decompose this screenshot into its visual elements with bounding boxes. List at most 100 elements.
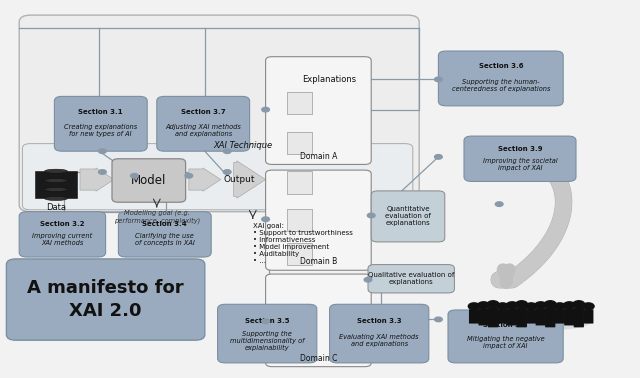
FancyBboxPatch shape <box>6 259 205 340</box>
FancyBboxPatch shape <box>448 310 563 363</box>
FancyBboxPatch shape <box>438 51 563 106</box>
Circle shape <box>582 303 594 310</box>
FancyBboxPatch shape <box>266 274 371 367</box>
Circle shape <box>99 149 106 153</box>
FancyBboxPatch shape <box>573 307 584 327</box>
FancyBboxPatch shape <box>583 309 593 324</box>
Circle shape <box>564 302 575 308</box>
FancyBboxPatch shape <box>19 212 106 257</box>
FancyBboxPatch shape <box>536 308 546 325</box>
Text: Output: Output <box>224 175 255 184</box>
Text: Qualitative evaluation of
explanations: Qualitative evaluation of explanations <box>368 272 454 285</box>
FancyBboxPatch shape <box>564 308 575 325</box>
FancyBboxPatch shape <box>157 96 250 151</box>
FancyBboxPatch shape <box>287 209 312 231</box>
Circle shape <box>497 303 508 310</box>
FancyBboxPatch shape <box>22 144 413 210</box>
FancyBboxPatch shape <box>266 57 371 164</box>
FancyBboxPatch shape <box>19 15 419 212</box>
FancyBboxPatch shape <box>287 132 312 154</box>
Circle shape <box>495 202 503 206</box>
FancyBboxPatch shape <box>118 212 211 257</box>
Circle shape <box>185 174 193 178</box>
FancyBboxPatch shape <box>555 309 565 324</box>
Text: Section 3.4: Section 3.4 <box>143 222 187 228</box>
Text: Adjusting XAI methods
and explanations: Adjusting XAI methods and explanations <box>165 124 241 137</box>
PathPatch shape <box>80 168 114 191</box>
FancyBboxPatch shape <box>479 308 489 325</box>
Circle shape <box>262 319 269 324</box>
Text: Domain A: Domain A <box>300 152 337 161</box>
Circle shape <box>573 301 584 308</box>
Circle shape <box>516 301 527 308</box>
Text: Supporting the
multidimensionality of
explainability: Supporting the multidimensionality of ex… <box>230 330 305 351</box>
PathPatch shape <box>234 161 266 198</box>
FancyBboxPatch shape <box>497 309 508 324</box>
Circle shape <box>262 107 269 112</box>
Text: Supporting the human-
centeredness of explanations: Supporting the human- centeredness of ex… <box>452 78 550 91</box>
Text: Section 3.9: Section 3.9 <box>498 146 542 152</box>
Ellipse shape <box>45 178 67 183</box>
FancyBboxPatch shape <box>469 309 479 324</box>
Circle shape <box>367 213 375 218</box>
FancyBboxPatch shape <box>545 307 556 327</box>
FancyBboxPatch shape <box>368 265 454 293</box>
Ellipse shape <box>45 197 67 200</box>
Text: Improving the societal
impact of XAI: Improving the societal impact of XAI <box>483 158 557 171</box>
FancyBboxPatch shape <box>287 243 312 265</box>
Circle shape <box>488 301 499 308</box>
Text: A manifesto for
XAI 2.0: A manifesto for XAI 2.0 <box>28 279 184 321</box>
Text: XAI goal:
• Support to trustworthiness
• Informativeness
• Model improvement
• A: XAI goal: • Support to trustworthiness •… <box>253 223 353 264</box>
Text: Evaluating XAI methods
and explanations: Evaluating XAI methods and explanations <box>339 334 419 347</box>
Text: Modelling goal (e.g.
performance, complexity): Modelling goal (e.g. performance, comple… <box>114 210 200 224</box>
Text: Section 3.5: Section 3.5 <box>245 318 289 324</box>
Circle shape <box>468 303 480 310</box>
PathPatch shape <box>189 168 221 191</box>
FancyBboxPatch shape <box>464 136 576 181</box>
Circle shape <box>364 277 372 282</box>
Ellipse shape <box>45 187 67 192</box>
Text: Section 3.2: Section 3.2 <box>40 222 84 228</box>
FancyBboxPatch shape <box>218 304 317 363</box>
Circle shape <box>545 301 556 308</box>
FancyBboxPatch shape <box>287 92 312 114</box>
FancyBboxPatch shape <box>516 307 527 327</box>
Text: Section 3.8: Section 3.8 <box>483 322 528 328</box>
Text: Quantitative
evaluation of
explanations: Quantitative evaluation of explanations <box>385 206 431 226</box>
Circle shape <box>223 170 231 174</box>
Circle shape <box>262 217 269 222</box>
Text: Data: Data <box>46 203 66 212</box>
Ellipse shape <box>45 169 67 173</box>
FancyBboxPatch shape <box>330 304 429 363</box>
Text: Section 3.3: Section 3.3 <box>357 318 401 324</box>
FancyBboxPatch shape <box>526 309 536 324</box>
FancyBboxPatch shape <box>112 159 186 202</box>
Text: Explanations: Explanations <box>303 75 356 84</box>
Text: Section 3.6: Section 3.6 <box>479 64 523 70</box>
Circle shape <box>525 303 537 310</box>
Bar <box>35 171 77 198</box>
Circle shape <box>435 155 442 159</box>
Text: Section 3.7: Section 3.7 <box>181 109 225 115</box>
Text: Model: Model <box>131 174 166 187</box>
Circle shape <box>554 303 566 310</box>
Circle shape <box>131 174 138 178</box>
Text: Section 3.1: Section 3.1 <box>79 109 123 115</box>
Circle shape <box>478 302 490 308</box>
Circle shape <box>435 317 442 322</box>
Text: Mitigating the negative
impact of XAI: Mitigating the negative impact of XAI <box>467 336 545 349</box>
Circle shape <box>506 302 518 308</box>
FancyBboxPatch shape <box>54 96 147 151</box>
FancyBboxPatch shape <box>507 308 517 325</box>
FancyBboxPatch shape <box>371 191 445 242</box>
FancyBboxPatch shape <box>488 307 499 327</box>
FancyBboxPatch shape <box>287 171 312 194</box>
FancyBboxPatch shape <box>266 170 371 270</box>
Circle shape <box>99 170 106 174</box>
Text: Clarifying the use
of concepts in XAI: Clarifying the use of concepts in XAI <box>135 233 195 246</box>
Circle shape <box>435 77 442 82</box>
Text: Creating explanations
for new types of AI: Creating explanations for new types of A… <box>64 124 138 137</box>
Circle shape <box>535 302 547 308</box>
Text: XAI Technique: XAI Technique <box>214 141 273 150</box>
Text: Improving current
XAI methods: Improving current XAI methods <box>32 233 93 246</box>
